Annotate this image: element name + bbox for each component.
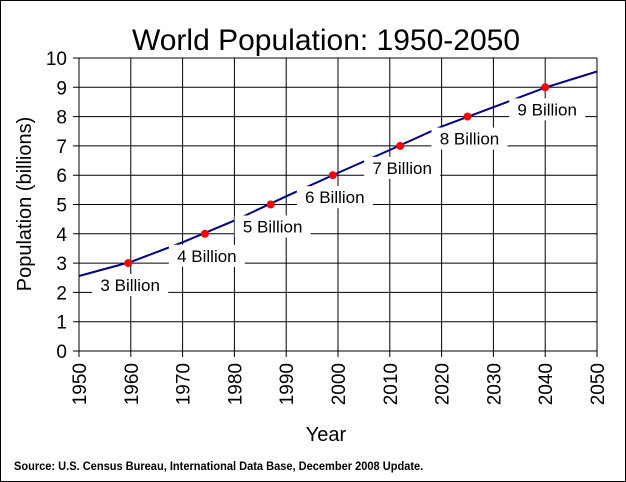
milestone-label-bg <box>168 244 245 267</box>
x-tick-label: 2040 <box>536 363 557 405</box>
x-tick-label: 2000 <box>329 363 350 405</box>
x-tick-label: 2020 <box>433 363 454 405</box>
y-tick-label: 8 <box>56 108 67 129</box>
milestone-label: 9 Billion <box>517 100 577 119</box>
milestone-label: 4 Billion <box>177 247 237 266</box>
y-tick-label: 9 <box>56 78 67 99</box>
x-tick-label: 1970 <box>174 363 195 405</box>
milestone-label-bg <box>509 98 586 121</box>
milestone-label-bg <box>92 274 169 297</box>
milestone-label: 6 Billion <box>305 188 365 207</box>
source-note: Source: U.S. Census Bureau, Internationa… <box>14 459 424 473</box>
x-tick-label: 1960 <box>122 363 143 405</box>
milestone-point <box>328 171 337 180</box>
milestone-point <box>200 229 209 238</box>
x-tick-label: 2050 <box>588 363 609 405</box>
y-tick-label: 2 <box>56 283 67 304</box>
y-axis-label: Population (billions) <box>14 117 36 292</box>
x-tick-label: 1990 <box>277 363 298 405</box>
milestone-point <box>463 112 472 121</box>
chart-title: World Population: 1950-2050 <box>132 24 520 57</box>
y-tick-label: 7 <box>56 137 67 158</box>
y-tick-label: 1 <box>56 313 67 334</box>
milestone-label-bg <box>431 127 508 150</box>
milestone-label: 5 Billion <box>243 218 303 237</box>
x-tick-label: 1980 <box>225 363 246 405</box>
milestone-label: 7 Billion <box>372 159 432 178</box>
x-tick-label: 1950 <box>70 363 91 405</box>
y-tick-label: 10 <box>46 49 67 70</box>
milestone-point <box>124 259 133 268</box>
y-tick-label: 4 <box>56 225 67 246</box>
tick-labels: 0 1 2 3 4 5 6 7 8 9 10 1950 1960 1970 1980 1990 2000 2010… <box>46 49 609 405</box>
milestone-point <box>541 83 550 92</box>
milestone-point <box>396 141 405 150</box>
y-tick-label: 0 <box>56 342 67 363</box>
x-axis-label: Year <box>306 424 347 446</box>
y-tick-label: 5 <box>56 196 67 217</box>
milestone-label-bg <box>364 156 441 179</box>
milestone-label-bg <box>296 186 373 209</box>
milestone-label: 3 Billion <box>100 276 160 295</box>
x-tick-label: 2010 <box>381 363 402 405</box>
y-tick-label: 3 <box>56 254 67 275</box>
milestone-label-bg <box>234 215 311 238</box>
y-tick-label: 6 <box>56 166 67 187</box>
milestone-point <box>266 200 275 209</box>
x-tick-label: 2030 <box>484 363 505 405</box>
milestone-label: 8 Billion <box>440 130 500 149</box>
